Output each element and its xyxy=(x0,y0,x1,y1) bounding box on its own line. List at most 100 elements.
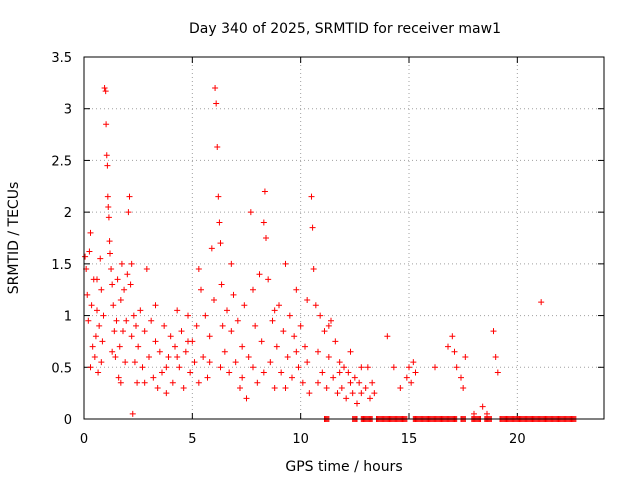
data-point xyxy=(494,369,501,376)
data-point xyxy=(354,400,360,407)
data-point xyxy=(100,312,107,319)
data-point xyxy=(232,359,239,366)
data-point xyxy=(271,307,278,314)
data-point xyxy=(128,333,135,340)
data-point xyxy=(91,353,98,360)
data-point xyxy=(304,359,311,366)
data-point xyxy=(221,348,228,355)
data-point xyxy=(97,255,104,262)
data-point xyxy=(260,369,267,376)
data-point xyxy=(410,359,417,366)
data-point xyxy=(449,333,456,340)
data-point xyxy=(245,353,252,360)
data-point xyxy=(341,364,347,371)
data-point xyxy=(123,317,130,324)
data-point xyxy=(129,410,136,417)
data-point xyxy=(107,250,113,257)
data-points xyxy=(82,85,579,422)
data-point xyxy=(226,369,233,376)
data-point xyxy=(319,369,326,376)
data-point xyxy=(278,369,285,376)
data-point xyxy=(159,369,165,376)
data-point xyxy=(273,343,280,350)
data-point xyxy=(102,88,109,95)
y-tick-label: 1 xyxy=(64,310,72,325)
data-point xyxy=(460,384,467,391)
data-point xyxy=(215,193,222,200)
data-point xyxy=(218,281,225,288)
data-point xyxy=(121,286,128,293)
data-point xyxy=(127,281,134,288)
data-point xyxy=(484,410,490,417)
data-point xyxy=(109,348,116,355)
data-point xyxy=(195,266,202,273)
data-point xyxy=(156,348,163,355)
data-point xyxy=(250,286,256,293)
data-point xyxy=(284,353,291,360)
data-point xyxy=(362,384,369,391)
y-tick-label: 3.5 xyxy=(51,51,72,66)
data-point xyxy=(152,338,159,345)
data-point xyxy=(358,390,365,397)
data-point xyxy=(302,343,308,350)
data-point xyxy=(94,307,100,314)
data-point xyxy=(453,364,460,371)
data-point xyxy=(154,384,161,391)
data-point xyxy=(358,364,365,371)
data-point xyxy=(297,322,304,329)
data-point xyxy=(334,390,341,397)
data-point xyxy=(108,266,115,273)
data-point xyxy=(178,328,185,335)
y-tick-label: 0 xyxy=(64,413,72,428)
data-point xyxy=(269,317,276,324)
data-point xyxy=(214,143,221,150)
data-point xyxy=(182,348,189,355)
data-point xyxy=(403,374,410,381)
data-point xyxy=(98,359,105,366)
data-point xyxy=(479,403,486,410)
data-point xyxy=(101,85,108,92)
data-point xyxy=(258,338,265,345)
data-point xyxy=(92,333,99,340)
data-point xyxy=(174,353,181,360)
data-point xyxy=(206,333,213,340)
data-point xyxy=(256,271,263,278)
x-axis-label: GPS time / hours xyxy=(285,459,402,475)
data-point xyxy=(315,379,321,386)
data-point xyxy=(239,343,246,350)
data-point xyxy=(116,343,123,350)
data-point xyxy=(82,253,89,260)
data-point xyxy=(167,333,174,340)
data-point xyxy=(356,379,363,386)
data-point xyxy=(134,379,141,386)
data-point xyxy=(217,364,224,371)
data-point xyxy=(185,312,191,319)
data-point xyxy=(163,364,170,371)
data-point xyxy=(137,307,144,314)
data-point xyxy=(325,353,332,360)
data-point xyxy=(128,260,135,267)
data-point xyxy=(282,260,289,267)
data-point xyxy=(98,286,105,293)
data-point xyxy=(141,328,148,335)
data-point xyxy=(252,322,259,329)
data-point xyxy=(180,384,187,391)
data-point xyxy=(451,348,458,355)
x-tick-labels: 0 5 10 15 20 xyxy=(80,432,526,447)
data-point xyxy=(445,343,451,350)
data-point xyxy=(219,322,226,329)
data-point xyxy=(88,302,95,309)
data-point xyxy=(95,369,102,376)
data-point xyxy=(176,364,183,371)
data-point xyxy=(347,348,354,355)
data-point xyxy=(286,312,293,319)
data-point xyxy=(206,359,213,366)
data-point xyxy=(330,374,337,381)
data-point xyxy=(228,260,235,267)
data-point xyxy=(111,328,118,335)
data-point xyxy=(336,359,343,366)
data-point xyxy=(323,384,330,391)
data-point xyxy=(135,343,142,350)
